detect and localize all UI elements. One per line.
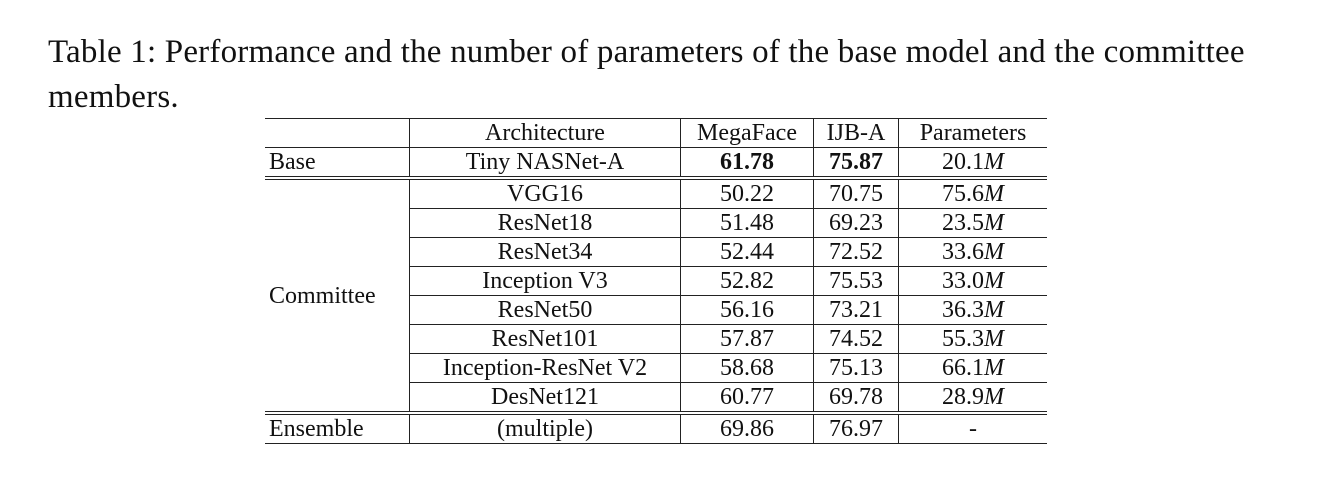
committee-params-unit: M — [984, 239, 1004, 265]
header-megaface: MegaFace — [680, 118, 814, 148]
ensemble-architecture: (multiple) — [409, 413, 681, 444]
committee-params-unit: M — [984, 384, 1004, 410]
committee-parameters: 28.9M — [898, 382, 1047, 415]
ensemble-row: Ensemble (multiple) 69.86 76.97 - — [265, 413, 1047, 444]
committee-megaface: 58.68 — [680, 353, 814, 383]
base-parameters: 20.1M — [898, 147, 1047, 180]
committee-ijba: 73.21 — [813, 295, 899, 325]
committee-params-number: 55.3 — [942, 326, 984, 352]
committee-params-number: 33.6 — [942, 239, 984, 265]
committee-architecture: ResNet34 — [409, 237, 681, 267]
committee-row: ResNet101 57.87 74.52 55.3M — [265, 324, 1047, 354]
results-table: Architecture MegaFace IJB-A Parameters B… — [265, 118, 1047, 444]
committee-row: Inception V3 52.82 75.53 33.0M — [265, 266, 1047, 296]
base-row: Base Tiny NASNet-A 61.78 75.87 20.1M — [265, 147, 1047, 180]
base-group-label: Base — [265, 147, 410, 180]
header-architecture: Architecture — [409, 118, 681, 148]
committee-group-label: Committee — [265, 178, 410, 415]
committee-params-unit: M — [984, 326, 1004, 352]
table-header-row: Architecture MegaFace IJB-A Parameters — [265, 118, 1047, 148]
committee-architecture: DesNet121 — [409, 382, 681, 415]
committee-megaface: 52.44 — [680, 237, 814, 267]
base-params-unit: M — [984, 149, 1004, 175]
committee-parameters: 75.6M — [898, 178, 1047, 209]
committee-architecture: ResNet50 — [409, 295, 681, 325]
committee-ijba: 72.52 — [813, 237, 899, 267]
committee-row: ResNet50 56.16 73.21 36.3M — [265, 295, 1047, 325]
committee-row: DesNet121 60.77 69.78 28.9M — [265, 382, 1047, 415]
committee-architecture: VGG16 — [409, 178, 681, 209]
committee-params-number: 23.5 — [942, 210, 984, 236]
committee-megaface: 57.87 — [680, 324, 814, 354]
committee-ijba: 75.13 — [813, 353, 899, 383]
committee-ijba: 69.23 — [813, 208, 899, 238]
committee-megaface: 60.77 — [680, 382, 814, 415]
committee-params-number: 33.0 — [942, 268, 984, 294]
committee-row: Inception-ResNet V2 58.68 75.13 66.1M — [265, 353, 1047, 383]
committee-params-unit: M — [984, 181, 1004, 207]
committee-params-unit: M — [984, 210, 1004, 236]
committee-architecture: Inception V3 — [409, 266, 681, 296]
committee-architecture: Inception-ResNet V2 — [409, 353, 681, 383]
committee-parameters: 33.6M — [898, 237, 1047, 267]
committee-megaface: 52.82 — [680, 266, 814, 296]
base-params-number: 20.1 — [942, 149, 984, 175]
committee-params-unit: M — [984, 355, 1004, 381]
committee-architecture: ResNet18 — [409, 208, 681, 238]
committee-params-number: 28.9 — [942, 384, 984, 410]
header-ijba: IJB-A — [813, 118, 899, 148]
committee-parameters: 33.0M — [898, 266, 1047, 296]
header-group — [265, 118, 410, 148]
header-parameters: Parameters — [898, 118, 1047, 148]
ensemble-group-label: Ensemble — [269, 416, 364, 442]
committee-params-number: 75.6 — [942, 181, 984, 207]
committee-architecture: ResNet101 — [409, 324, 681, 354]
ensemble-parameters: - — [898, 413, 1047, 444]
base-megaface: 61.78 — [680, 147, 814, 180]
base-ijba: 75.87 — [813, 147, 899, 180]
ensemble-megaface: 69.86 — [680, 413, 814, 444]
committee-megaface: 50.22 — [680, 178, 814, 209]
base-architecture: Tiny NASNet-A — [409, 147, 681, 180]
committee-parameters: 66.1M — [898, 353, 1047, 383]
committee-params-number: 36.3 — [942, 297, 984, 323]
committee-row: Committee VGG16 50.22 70.75 75.6M — [265, 178, 1047, 415]
committee-row: ResNet34 52.44 72.52 33.6M — [265, 237, 1047, 267]
table-caption: Table 1: Performance and the number of p… — [48, 34, 1245, 115]
committee-ijba: 74.52 — [813, 324, 899, 354]
committee-parameters: 23.5M — [898, 208, 1047, 238]
committee-params-unit: M — [984, 268, 1004, 294]
committee-params-number: 66.1 — [942, 355, 984, 381]
committee-params-unit: M — [984, 297, 1004, 323]
committee-ijba: 75.53 — [813, 266, 899, 296]
committee-ijba: 70.75 — [813, 178, 899, 209]
committee-row: ResNet18 51.48 69.23 23.5M — [265, 208, 1047, 238]
committee-megaface: 56.16 — [680, 295, 814, 325]
committee-megaface: 51.48 — [680, 208, 814, 238]
ensemble-ijba: 76.97 — [813, 413, 899, 444]
committee-parameters: 55.3M — [898, 324, 1047, 354]
committee-parameters: 36.3M — [898, 295, 1047, 325]
committee-ijba: 69.78 — [813, 382, 899, 415]
